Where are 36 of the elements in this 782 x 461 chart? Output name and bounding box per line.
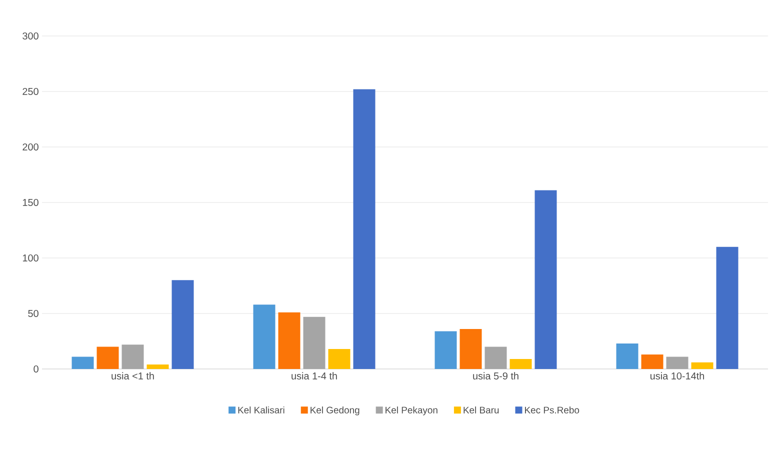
y-tick-label: 250 — [22, 88, 38, 96]
bar — [278, 312, 300, 369]
bar — [641, 354, 664, 369]
y-tick-label: 150 — [22, 198, 38, 206]
bar — [510, 358, 532, 369]
y-tick-label: 50 — [28, 310, 38, 318]
y-tick-label: 0 — [34, 365, 38, 373]
bar — [616, 343, 638, 369]
y-tick-label: 100 — [22, 254, 38, 262]
bar — [72, 356, 94, 369]
legend-label: Kel Kalisari — [238, 406, 284, 414]
bar — [534, 190, 557, 369]
bar — [353, 89, 376, 369]
x-tick-label: usia <1 th — [112, 372, 154, 380]
y-tick-label: 200 — [22, 143, 38, 151]
bar — [460, 329, 482, 369]
bar — [328, 349, 350, 369]
x-tick-label: usia 5-9 th — [473, 372, 518, 380]
legend-label: Kel Gedong — [310, 406, 360, 416]
x-tick-label: usia 10-14th — [650, 372, 704, 380]
legend-label: Kel Pekayon — [386, 406, 438, 416]
bar — [172, 280, 194, 369]
bar — [122, 344, 144, 369]
bar — [303, 316, 326, 369]
bar — [96, 346, 119, 369]
bar — [716, 246, 738, 369]
bar — [434, 331, 457, 369]
bar — [146, 364, 169, 369]
legend-label: Kel Baru — [464, 406, 499, 414]
bar — [253, 304, 276, 369]
bar — [484, 346, 507, 369]
x-tick-label: usia 1-4 th — [292, 372, 337, 380]
bar — [666, 356, 688, 369]
y-tick-label: 300 — [22, 32, 38, 40]
legend-label: Kec Ps.Rebo — [525, 406, 580, 414]
bar — [691, 362, 714, 369]
